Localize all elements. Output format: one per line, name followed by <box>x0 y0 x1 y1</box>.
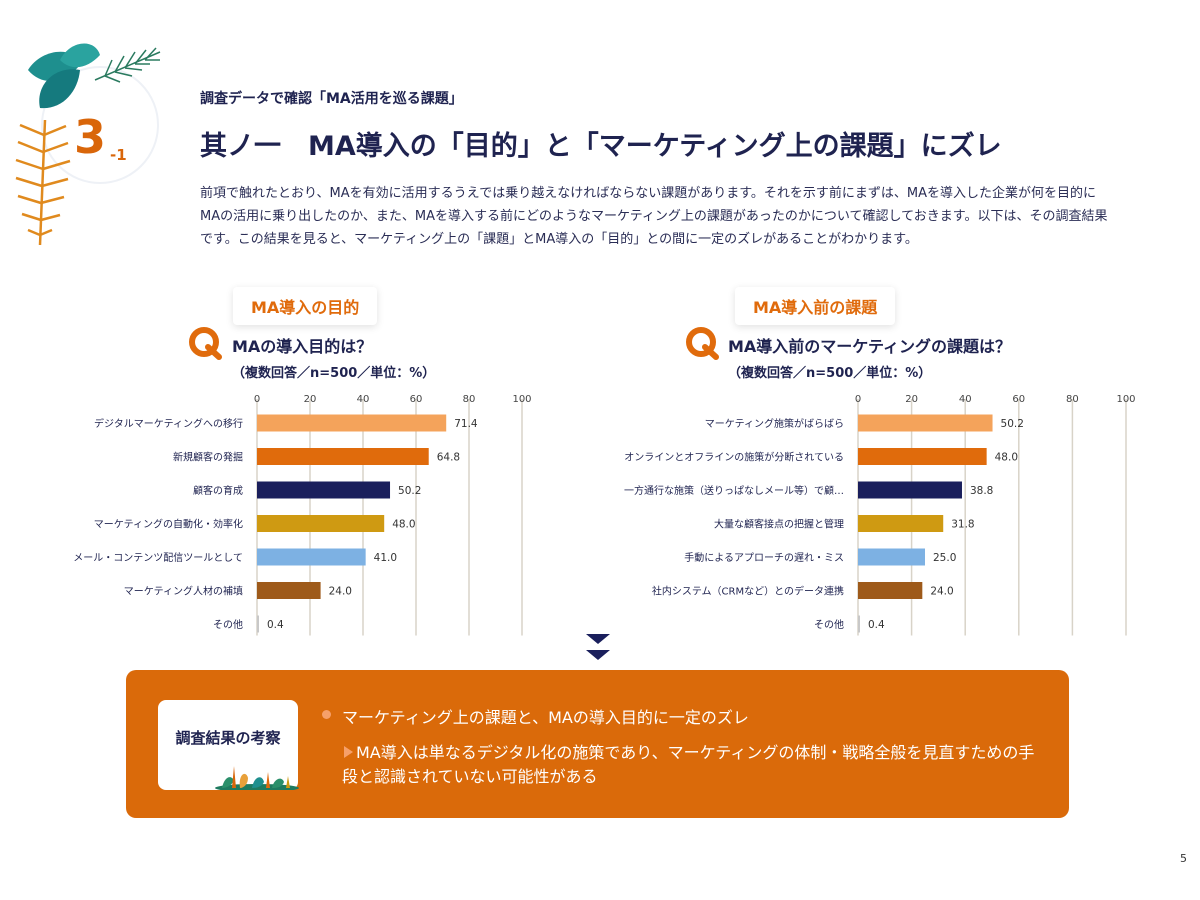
purpose-tick-label: 40 <box>357 394 370 405</box>
issues-bar <box>858 548 925 566</box>
issues-category-label: マーケティング施策がばらばら <box>705 417 844 430</box>
issues-category-label: 社内システム（CRMなど）とのデータ連携 <box>652 585 844 598</box>
issues-tick-label: 0 <box>855 394 861 405</box>
purpose-value-label: 41.0 <box>374 552 397 564</box>
result-headline: マーケティング上の課題と、MAの導入目的に一定のズレ <box>342 708 749 727</box>
bullet-dot <box>322 710 331 719</box>
issues-tick-label: 100 <box>1116 394 1135 405</box>
purpose-tick-label: 0 <box>254 394 260 405</box>
purpose-value-label: 64.8 <box>437 452 460 464</box>
down-arrows-icon <box>586 634 610 660</box>
issues-bar <box>858 481 962 499</box>
plants-icon <box>215 766 299 790</box>
purpose-bar <box>257 448 429 465</box>
purpose-category-label: その他 <box>213 618 243 631</box>
issues-tick-label: 60 <box>1012 394 1025 405</box>
purpose-bar <box>257 515 385 532</box>
issues-tick-label: 40 <box>959 394 972 405</box>
intro-paragraph: 前項で触れたとおり、MAを有効に活用するうえでは乗り越えなければならない課題があ… <box>200 186 1108 247</box>
issues-value-label: 0.4 <box>868 619 885 631</box>
left-question-note: （複数回答／n=500／単位：%） <box>232 366 436 381</box>
right-panel-chip: MA導入前の課題 <box>735 287 896 325</box>
purpose-bar <box>257 615 259 633</box>
issues-value-label: 24.0 <box>930 586 953 598</box>
purpose-bar-chart: 0 20 40 60 80 100 デジタルマーケティングへの移行 71.4 新規顧客の発掘 64… <box>73 394 532 636</box>
issues-tick-label: 80 <box>1066 394 1079 405</box>
page-subtitle: 調査データで確認「MA活用を巡る課題」 <box>200 91 463 107</box>
issues-bar <box>858 414 993 432</box>
purpose-tick-label: 100 <box>512 394 531 405</box>
result-detail: MA導入は単なるデジタル化の施策であり、マーケティングの体制・戦略全般を見直すた… <box>342 743 1035 786</box>
issues-value-label: 50.2 <box>1001 418 1024 430</box>
purpose-bar <box>257 582 321 599</box>
issues-bar <box>858 515 944 532</box>
section-number: 3 <box>74 110 106 164</box>
issues-category-label: オンラインとオフラインの施策が分断されている <box>624 451 844 464</box>
issues-value-label: 38.8 <box>970 485 993 497</box>
purpose-category-label: メール・コンテンツ配信ツールとして <box>73 552 243 564</box>
issues-category-label: 大量な顧客接点の把握と管理 <box>714 518 844 531</box>
purpose-bar <box>257 548 366 566</box>
purpose-tick-label: 20 <box>304 394 317 405</box>
issues-bar <box>858 582 923 599</box>
purpose-category-label: 顧客の育成 <box>193 484 243 497</box>
result-label: 調査結果の考察 <box>175 729 281 747</box>
purpose-value-label: 71.4 <box>454 418 478 430</box>
right-question: MA導入前のマーケティングの課題は？ <box>728 337 1012 356</box>
question-q-icon <box>189 327 222 360</box>
result-label-card <box>158 700 298 790</box>
issues-category-label: 一方通行な施策（送りっぱなしメール等）で顧… <box>624 484 844 497</box>
issues-category-label: その他 <box>814 618 844 631</box>
purpose-value-label: 48.0 <box>392 519 415 531</box>
purpose-value-label: 50.2 <box>398 485 421 497</box>
issues-bar <box>858 448 987 465</box>
leaf-decoration <box>15 43 161 246</box>
right-question-note: （複数回答／n=500／単位：%） <box>728 366 932 381</box>
section-sub-number: -1 <box>110 146 127 164</box>
purpose-category-label: 新規顧客の発掘 <box>173 451 243 464</box>
issues-tick-label: 20 <box>905 394 918 405</box>
purpose-category-label: デジタルマーケティングへの移行 <box>94 417 243 430</box>
page-title: 其ノ一 MA導入の「目的」と「マーケティング上の課題」にズレ <box>200 131 1002 162</box>
issues-category-label: 手動によるアプローチの遅れ・ミス <box>684 551 844 564</box>
question-q-icon <box>686 327 719 360</box>
triangle-bullet-icon <box>344 746 353 758</box>
page-number: 5 <box>1180 852 1187 865</box>
left-question: MAの導入目的は？ <box>232 337 373 356</box>
purpose-value-label: 24.0 <box>329 586 352 598</box>
purpose-category-label: マーケティング人材の補填 <box>124 585 243 598</box>
purpose-tick-label: 80 <box>463 394 476 405</box>
issues-value-label: 48.0 <box>995 452 1018 464</box>
purpose-bar <box>257 481 391 499</box>
issues-value-label: 31.8 <box>951 519 974 531</box>
left-panel-chip: MA導入の目的 <box>233 287 378 325</box>
purpose-bar <box>257 414 447 432</box>
issues-bar-chart: 0 20 40 60 80 100 マーケティング施策がばらばら 50.2 オンラインとオフライ… <box>624 394 1136 636</box>
purpose-value-label: 0.4 <box>267 619 284 631</box>
purpose-category-label: マーケティングの自動化・効率化 <box>94 518 243 531</box>
issues-bar <box>858 615 860 633</box>
purpose-tick-label: 60 <box>410 394 423 405</box>
issues-value-label: 25.0 <box>933 552 956 564</box>
